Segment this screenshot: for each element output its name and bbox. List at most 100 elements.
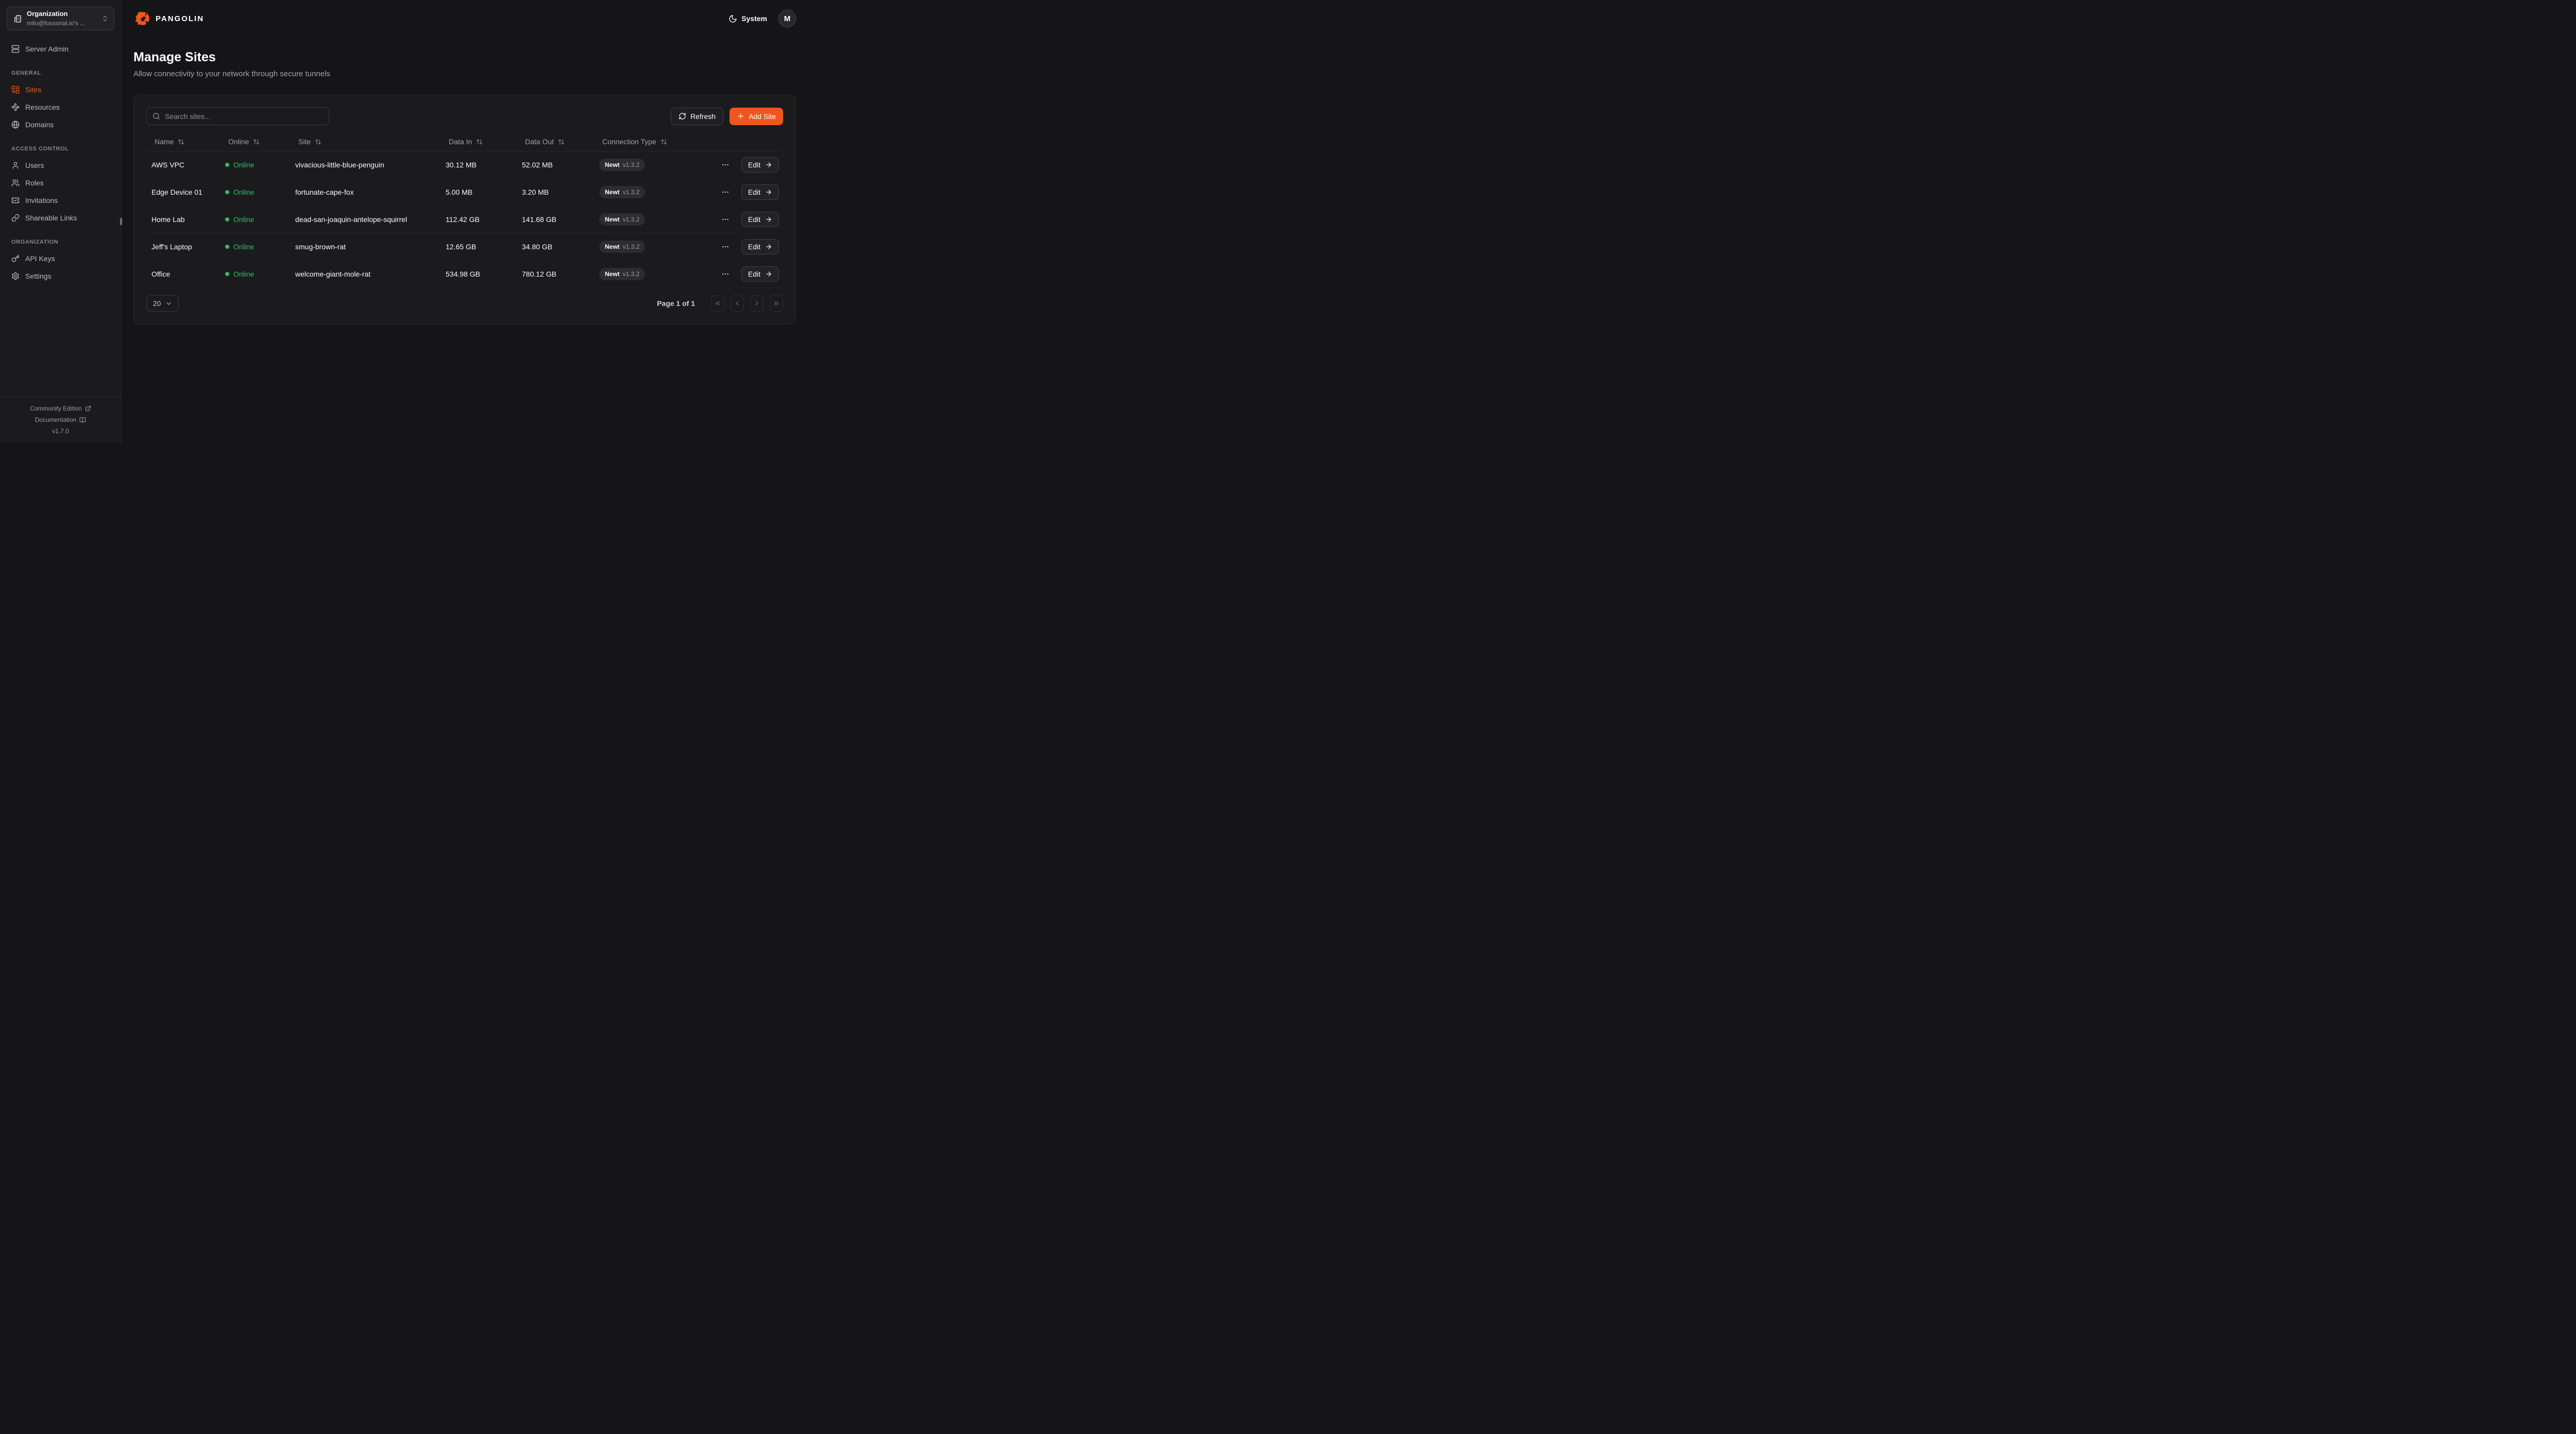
sidebar-item-invitations[interactable]: Invitations [6, 192, 115, 209]
row-actions: Edit [695, 212, 783, 227]
sidebar-item-sites[interactable]: Sites [6, 81, 115, 98]
connection-type: Newt [605, 243, 620, 250]
arrow-right-icon [765, 189, 772, 196]
sidebar-item-label: Invitations [25, 196, 58, 204]
column-header-name[interactable]: Name [146, 138, 220, 146]
sidebar-item-resources[interactable]: Resources [6, 98, 115, 115]
column-header-connection-type[interactable]: Connection Type [594, 138, 695, 146]
main-content: PANGOLIN System M Manage Sites Allow con… [122, 0, 808, 325]
theme-toggle[interactable]: System [728, 14, 767, 23]
status-label: Online [233, 270, 255, 278]
sidebar-item-domains[interactable]: Domains [6, 116, 115, 133]
edit-label: Edit [748, 270, 760, 278]
sort-icon [660, 139, 667, 145]
last-page-button[interactable] [770, 295, 783, 312]
edit-button[interactable]: Edit [741, 239, 779, 254]
site-name: AWS VPC [151, 161, 185, 169]
row-actions: Edit [695, 239, 783, 254]
edit-button[interactable]: Edit [741, 212, 779, 227]
row-menu-button[interactable] [719, 213, 732, 226]
sidebar-item-server-admin[interactable]: Server Admin [6, 40, 115, 57]
data-in: 112.42 GB [446, 215, 480, 224]
site-slug: welcome-giant-mole-rat [295, 270, 371, 278]
sort-icon [476, 139, 483, 145]
data-in: 5.00 MB [446, 188, 473, 196]
brand-name: PANGOLIN [156, 14, 205, 23]
next-page-button[interactable] [750, 295, 764, 312]
sort-icon [315, 139, 321, 145]
column-header-data-in[interactable]: Data In [440, 138, 517, 146]
edit-button[interactable]: Edit [741, 184, 779, 200]
sidebar-item-shareable-links[interactable]: Shareable Links [6, 209, 115, 226]
pager: Page 1 of 1 [657, 295, 783, 312]
key-icon [11, 254, 20, 263]
avatar[interactable]: M [778, 10, 796, 27]
chevron-right-icon [753, 300, 760, 307]
search-input[interactable] [165, 112, 323, 121]
table-header: Name Online Site Data In Data Out Connec… [146, 132, 783, 151]
edit-button[interactable]: Edit [741, 266, 779, 282]
prev-page-button[interactable] [731, 295, 744, 312]
sidebar-item-api-keys[interactable]: API Keys [6, 250, 115, 267]
site-slug: dead-san-joaquin-antelope-squirrel [295, 215, 408, 224]
refresh-button[interactable]: Refresh [671, 107, 724, 125]
column-label: Connection Type [602, 138, 656, 146]
link-icon [11, 214, 20, 222]
sidebar-item-users[interactable]: Users [6, 157, 115, 174]
chevrons-left-icon [714, 300, 721, 307]
server-icon [11, 45, 20, 53]
users-icon [11, 179, 20, 187]
user-icon [11, 161, 20, 169]
combine-icon [11, 86, 20, 94]
connection-type: Newt [605, 270, 620, 278]
connection-badge: Newt v1.3.2 [599, 186, 646, 198]
column-label: Name [155, 138, 174, 146]
documentation-link[interactable]: Documentation [0, 414, 121, 425]
data-in: 30.12 MB [446, 161, 477, 169]
status-label: Online [233, 161, 255, 169]
data-out: 141.68 GB [522, 215, 556, 224]
org-selector[interactable]: Organization milo@fossorial.io's ... [7, 7, 114, 30]
edit-label: Edit [748, 188, 760, 196]
first-page-button[interactable] [711, 295, 724, 312]
row-actions: Edit [695, 266, 783, 282]
edit-button[interactable]: Edit [741, 157, 779, 173]
connection-badge: Newt v1.3.2 [599, 213, 646, 226]
table-footer: 20 Page 1 of 1 [146, 295, 783, 312]
search-icon [152, 112, 160, 120]
page-size-select[interactable]: 20 [146, 295, 179, 312]
community-edition-link[interactable]: Community Edition [0, 403, 121, 414]
online-status: Online [220, 243, 290, 251]
sidebar-item-label: Shareable Links [25, 213, 77, 222]
data-in: 12.65 GB [446, 243, 477, 251]
sidebar-item-roles[interactable]: Roles [6, 174, 115, 191]
row-menu-button[interactable] [719, 268, 732, 280]
column-header-online[interactable]: Online [220, 138, 290, 146]
column-header-data-out[interactable]: Data Out [517, 138, 594, 146]
sidebar-resize-handle[interactable] [120, 218, 122, 225]
sidebar-item-label: Sites [25, 85, 42, 94]
globe-icon [11, 121, 20, 129]
row-menu-button[interactable] [719, 241, 732, 253]
connection-version: v1.3.2 [622, 270, 640, 278]
connection-version: v1.3.2 [622, 161, 640, 168]
row-menu-button[interactable] [719, 186, 732, 198]
column-header-site[interactable]: Site [290, 138, 440, 146]
data-out: 780.12 GB [522, 270, 556, 278]
section-label-general: GENERAL [11, 70, 41, 76]
sidebar-item-label: Resources [25, 103, 60, 111]
column-label: Site [298, 138, 311, 146]
sidebar-item-settings[interactable]: Settings [6, 267, 115, 284]
avatar-initial: M [784, 14, 791, 23]
page-subtitle: Allow connectivity to your network throu… [133, 70, 330, 78]
page-info: Page 1 of 1 [657, 299, 695, 308]
online-dot [225, 190, 229, 194]
edit-label: Edit [748, 243, 760, 251]
row-menu-button[interactable] [719, 159, 732, 171]
add-site-button[interactable]: Add Site [730, 107, 783, 125]
version-label: v1.7.0 [0, 425, 121, 437]
moon-icon [728, 14, 737, 23]
table-row: AWS VPC Online vivacious-little-blue-pen… [146, 151, 783, 179]
connection-type: Newt [605, 216, 620, 223]
arrow-right-icon [765, 216, 772, 223]
